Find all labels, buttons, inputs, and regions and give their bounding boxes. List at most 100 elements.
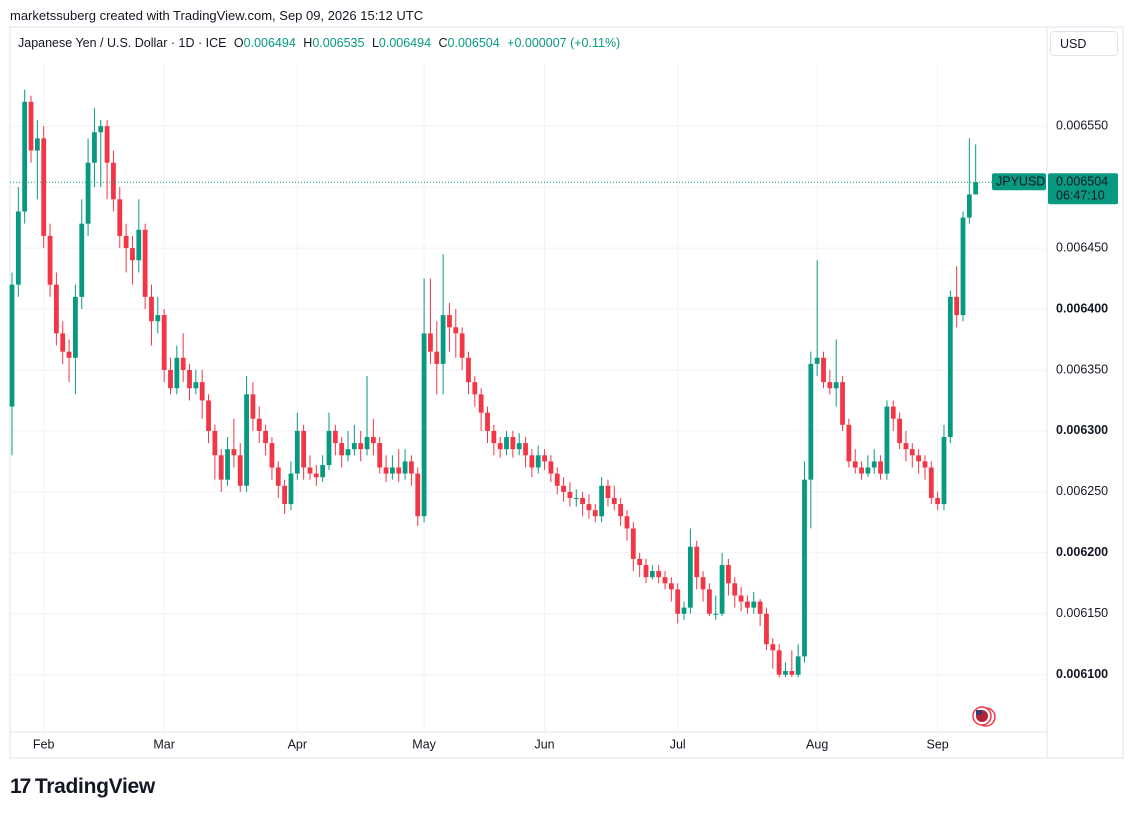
candle-body (440, 315, 446, 364)
candle-body (814, 357, 820, 364)
candle-body (332, 430, 338, 444)
candle-body (726, 565, 731, 584)
candle-body (288, 473, 294, 505)
candle-body (28, 101, 34, 151)
x-tick-label: Aug (806, 737, 828, 751)
candle-body (142, 229, 148, 297)
candle-body (542, 455, 547, 462)
candle-body (117, 199, 123, 236)
logo-text[interactable]: TradingView (34, 775, 155, 798)
candle-body (852, 461, 858, 468)
candle-body (98, 126, 104, 133)
candle-body (833, 382, 839, 389)
y-tick-label: 0.006300 (1056, 423, 1108, 437)
candle-body (840, 382, 845, 425)
candle-body (903, 443, 909, 450)
symbol-tag-label: JPYUSD (996, 175, 1045, 189)
x-tick-label: May (412, 737, 436, 751)
logo[interactable]: 17 TradingView (10, 775, 155, 798)
candle-body (687, 546, 693, 608)
candle-body (73, 296, 78, 358)
candle-body (548, 461, 554, 474)
candle-body (301, 430, 307, 468)
candle-body (662, 577, 668, 584)
candle-body (668, 583, 674, 590)
currency-button[interactable]: USD (1050, 31, 1118, 56)
candle-body (104, 126, 110, 163)
candle-body (757, 601, 763, 614)
event-icon (972, 706, 996, 727)
candle-body (713, 613, 719, 615)
candle-body (66, 351, 72, 358)
candle-body (53, 284, 59, 334)
change: +0.000007 (+0.11%) (507, 36, 621, 50)
candle-body (922, 461, 928, 468)
symbol-title: Japanese Yen / U.S. Dollar · 1D · ICE (18, 36, 227, 50)
candle-body (130, 248, 135, 261)
candle-body (34, 138, 40, 151)
y-tick-label: 0.006550 (1056, 118, 1108, 132)
candle-body (294, 430, 300, 474)
candle-body (529, 455, 535, 468)
candle-body (561, 485, 566, 492)
candle-body (497, 443, 503, 450)
candle-body (871, 461, 877, 468)
candle-body (859, 467, 864, 474)
x-tick-label: Sep (927, 737, 949, 751)
candle-body (586, 504, 592, 511)
candle-body (256, 418, 262, 431)
x-tick-label: Apr (288, 737, 307, 751)
candle-body (225, 449, 230, 480)
candle-body (649, 571, 655, 578)
candle-body (453, 327, 459, 334)
price-tag (1048, 173, 1118, 205)
y-tick-label: 0.006450 (1056, 240, 1108, 254)
candle-body (770, 644, 776, 651)
candle-body (9, 284, 15, 407)
candle-body (199, 382, 205, 401)
candle-body (909, 449, 915, 456)
candle-body (428, 333, 433, 352)
candle-body (751, 601, 757, 608)
candle-body (396, 467, 402, 474)
y-tick-label: 0.006100 (1056, 667, 1108, 681)
candle-body (421, 333, 427, 517)
candle-body (364, 437, 370, 450)
candle-body (79, 223, 85, 297)
candle-body (459, 333, 465, 358)
candle-body (491, 430, 497, 444)
candle-body (510, 437, 516, 450)
candle-body (637, 558, 643, 565)
candle-body (535, 455, 541, 468)
y-tick-label: 0.006150 (1056, 606, 1108, 620)
candle-body (618, 504, 624, 517)
candle-body (370, 437, 376, 444)
symbol-tag (992, 173, 1046, 191)
candle-body (402, 461, 408, 474)
y-tick-label: 0.006250 (1056, 484, 1108, 498)
x-tick-label: Jul (670, 737, 686, 751)
countdown-label: 06:47:10 (1056, 189, 1105, 203)
candle-body (630, 528, 636, 559)
price-tag-label: 0.006504 (1056, 175, 1108, 189)
candle-body (694, 546, 700, 578)
candle-body (92, 132, 97, 163)
y-tick-label: 0.006200 (1056, 545, 1108, 559)
candle-body (472, 382, 478, 395)
ohlc-label: O (233, 36, 244, 50)
y-tick-label: 0.006350 (1056, 362, 1108, 376)
candle-body (707, 589, 712, 614)
candle-body (960, 217, 966, 316)
ohlc-value: 0.006494 (243, 36, 296, 50)
candle-body (22, 101, 28, 212)
candle-body (567, 491, 573, 498)
candle-body (643, 565, 649, 578)
candle-body (307, 467, 313, 474)
candle-body (865, 467, 871, 474)
candle-body (231, 449, 237, 456)
candle-body (47, 235, 53, 285)
candle-body (282, 485, 288, 505)
candle-body (802, 479, 807, 657)
